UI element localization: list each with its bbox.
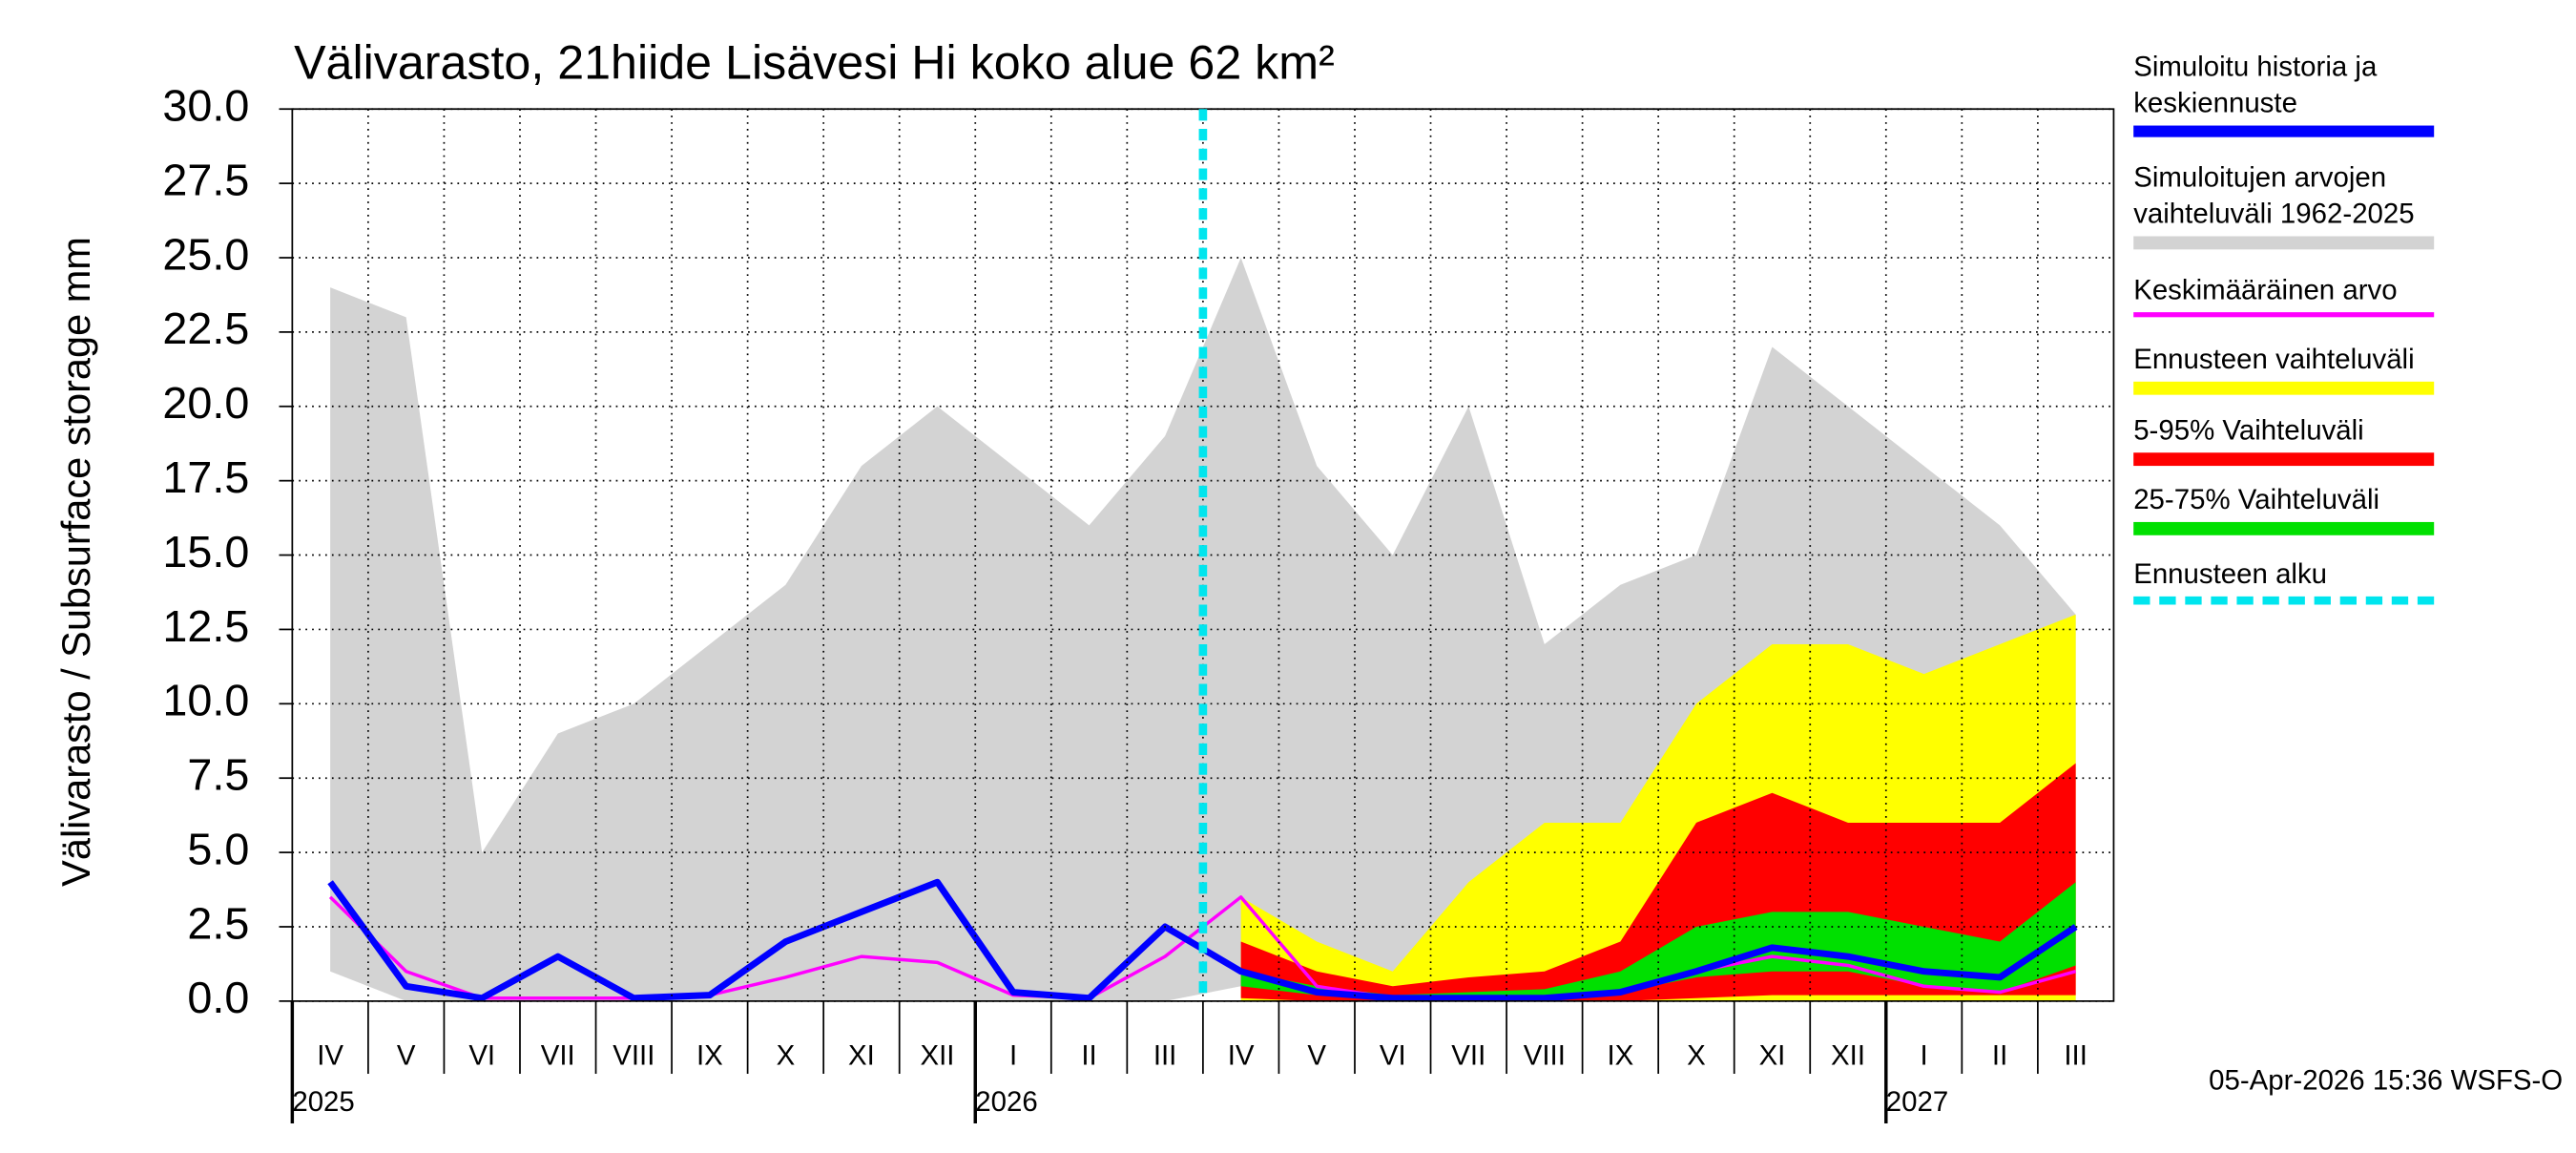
x-tick-label: X xyxy=(777,1039,796,1071)
year-label: 2027 xyxy=(1886,1086,1948,1118)
x-tick-label: VII xyxy=(541,1039,575,1071)
y-tick-label: 5.0 xyxy=(187,824,249,873)
legend-entry: Ennusteen alku xyxy=(2133,556,2463,605)
legend-entry: 5-95% Vaihteluväli xyxy=(2133,413,2463,467)
y-tick-label: 20.0 xyxy=(162,378,249,428)
y-tick-label: 22.5 xyxy=(162,304,249,353)
legend-label: 25-75% Vaihteluväli xyxy=(2133,484,2380,516)
legend-entry: Ennusteen vaihteluväli xyxy=(2133,342,2463,395)
y-tick-label: 17.5 xyxy=(162,452,249,502)
x-tick-label: XII xyxy=(1831,1039,1865,1071)
x-tick-label: IV xyxy=(317,1039,343,1071)
legend-swatch xyxy=(2133,312,2435,318)
y-tick-label: 25.0 xyxy=(162,229,249,279)
legend-label: Keskimääräinen arvo xyxy=(2133,274,2398,306)
legend-label: Simuloitu historia ja keskiennuste xyxy=(2133,51,2378,119)
x-tick-label: III xyxy=(2064,1039,2088,1071)
x-tick-label: V xyxy=(1307,1039,1326,1071)
y-tick-label: 0.0 xyxy=(187,973,249,1022)
legend-label: Ennusteen alku xyxy=(2133,558,2328,590)
x-tick-label: VIII xyxy=(1524,1039,1566,1071)
footer: 05-Apr-2026 15:36 WSFS-O xyxy=(2209,1064,2563,1096)
x-tick-label: IX xyxy=(696,1039,723,1071)
y-tick-label: 30.0 xyxy=(162,81,249,131)
legend-entry: 25-75% Vaihteluväli xyxy=(2133,482,2463,535)
legend-label: 5-95% Vaihteluväli xyxy=(2133,414,2364,447)
x-tick-label: VIII xyxy=(613,1039,654,1071)
y-tick-label: 12.5 xyxy=(162,601,249,651)
x-tick-label: II xyxy=(1081,1039,1096,1071)
legend-label: Simuloitujen arvojen vaihteluväli 1962-2… xyxy=(2133,161,2415,230)
x-tick-label: XI xyxy=(848,1039,875,1071)
y-tick-label: 27.5 xyxy=(162,155,249,204)
y-axis-label: Välivarasto / Subsurface storage mm xyxy=(53,237,98,887)
chart-title: Välivarasto, 21hiide Lisävesi Hi koko al… xyxy=(294,35,1335,89)
year-label: 2026 xyxy=(975,1086,1037,1118)
legend-label: Ennusteen vaihteluväli xyxy=(2133,344,2415,375)
y-tick-label: 10.0 xyxy=(162,676,249,725)
legend-entry: Simuloitu historia ja keskiennuste xyxy=(2133,50,2463,137)
x-tick-label: XI xyxy=(1759,1039,1786,1071)
x-tick-label: IX xyxy=(1607,1039,1633,1071)
legend-entry: Keskimääräinen arvo xyxy=(2133,273,2463,318)
x-tick-label: XII xyxy=(920,1039,954,1071)
x-tick-label: VII xyxy=(1451,1039,1485,1071)
y-tick-label: 15.0 xyxy=(162,527,249,576)
x-tick-label: I xyxy=(1009,1039,1017,1071)
legend-swatch xyxy=(2133,381,2435,395)
x-tick-label: V xyxy=(397,1039,416,1071)
legend-entry: Simuloitujen arvojen vaihteluväli 1962-2… xyxy=(2133,160,2463,250)
legend-swatch xyxy=(2133,125,2435,137)
x-tick-label: VI xyxy=(1380,1039,1406,1071)
y-tick-label: 7.5 xyxy=(187,750,249,800)
legend-swatch xyxy=(2133,236,2435,250)
x-tick-label: I xyxy=(1920,1039,1927,1071)
x-tick-label: X xyxy=(1687,1039,1706,1071)
x-tick-label: IV xyxy=(1228,1039,1255,1071)
x-tick-label: II xyxy=(1992,1039,2007,1071)
legend-swatch xyxy=(2133,596,2435,605)
legend-swatch xyxy=(2133,452,2435,467)
legend-swatch xyxy=(2133,521,2435,535)
x-tick-label: III xyxy=(1153,1039,1177,1071)
x-tick-label: VI xyxy=(468,1039,495,1071)
y-tick-label: 2.5 xyxy=(187,898,249,948)
year-label: 2025 xyxy=(292,1086,354,1118)
